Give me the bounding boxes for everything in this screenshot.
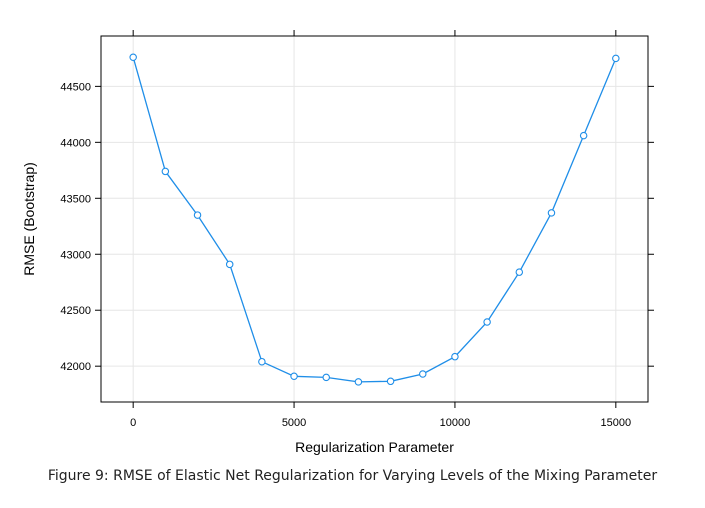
data-point [451,352,459,361]
y-tick-label: 44500 [60,81,91,93]
y-tick-label: 43500 [60,193,91,205]
data-point [515,268,524,276]
axis-ticks: 0 5000 10000 15000 42000 42500 43000 43500 44000… [60,30,654,429]
data-point [419,370,427,378]
series-rmse [129,53,620,386]
data-point [322,373,330,382]
data-point [193,211,202,219]
y-axis-label: RMSE (Bootstrap) [21,162,37,276]
data-point [225,260,234,269]
data-point [547,209,556,217]
data-point [386,377,395,386]
data-point [612,54,620,63]
data-point [579,131,588,140]
data-point [161,167,170,176]
y-tick-label: 44000 [60,137,91,149]
y-tick-label: 42000 [60,361,91,373]
x-tick-label: 15000 [601,417,632,429]
data-point [129,53,137,62]
x-tick-label: 10000 [440,417,471,429]
x-tick-label: 0 [130,417,136,429]
data-point [258,357,266,366]
y-tick-label: 43000 [60,249,91,261]
data-point [290,372,298,381]
data-point [354,378,363,386]
x-axis-label: Regularization Parameter [295,439,454,455]
data-point [483,318,491,326]
plot-frame [100,35,649,403]
series-line [132,57,617,383]
x-tick-label: 5000 [282,417,306,429]
grid-lines [101,36,648,402]
y-tick-label: 42500 [60,305,91,317]
figure-caption: Figure 9: RMSE of Elastic Net Regulariza… [47,468,658,484]
